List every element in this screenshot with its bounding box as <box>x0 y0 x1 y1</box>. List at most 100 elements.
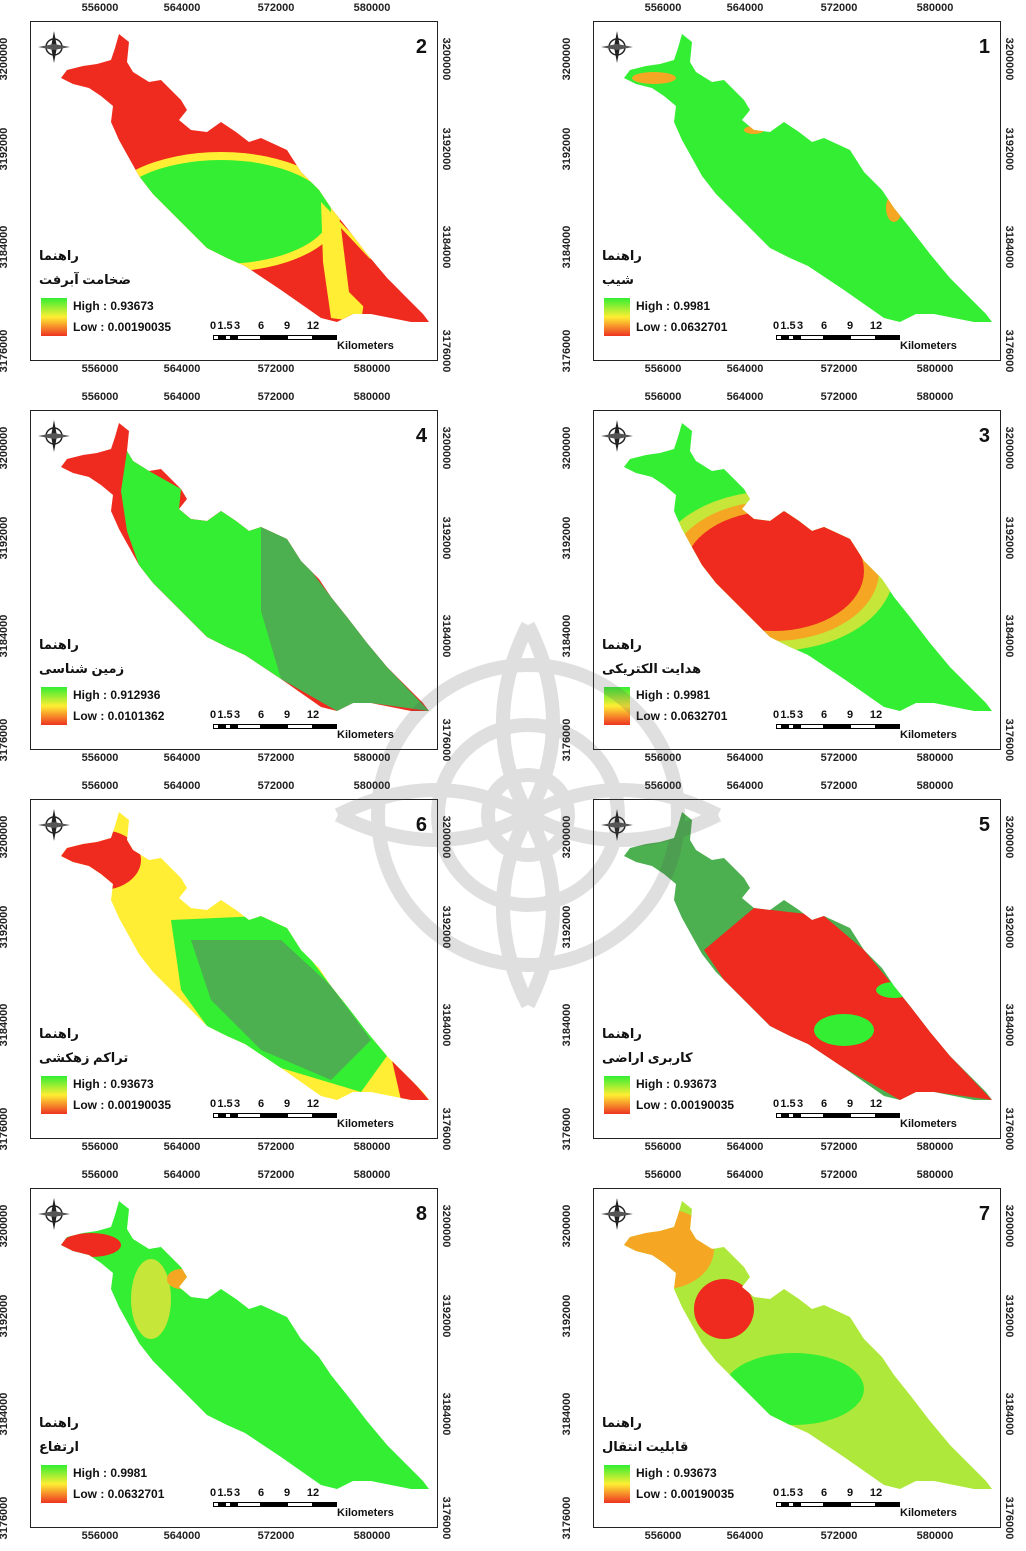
y-tick-label: 3176000 <box>0 1107 10 1151</box>
basin-map <box>624 34 992 322</box>
scale-tick-label: 12 <box>306 709 320 721</box>
scale-tick-label: 6 <box>257 320 265 332</box>
x-tick-label: 564000 <box>163 363 201 375</box>
north-arrow-icon <box>38 1198 70 1230</box>
scale-segment <box>800 1113 824 1118</box>
scale-units: Kilometers <box>337 1118 394 1130</box>
scale-segment <box>800 724 824 729</box>
y-tick-label: 3200000 <box>0 815 10 859</box>
scale-segment <box>782 335 788 340</box>
map-legend: راهنما شیب High : 0.9981 Low : 0.0632701 <box>602 248 782 336</box>
scale-segment <box>287 335 313 340</box>
scale-tick-label: 6 <box>257 1487 265 1499</box>
scale-units: Kilometers <box>900 340 957 352</box>
x-tick-label: 580000 <box>353 1169 391 1181</box>
x-tick-label: 556000 <box>81 363 119 375</box>
scale-bar: 0 1.5 3 6 9 12 Kilometers <box>209 709 437 745</box>
y-tick-label: 3200000 <box>561 426 573 470</box>
scale-units: Kilometers <box>337 1507 394 1519</box>
scale-tick-label: 12 <box>869 320 883 332</box>
y-tick-label: 3184000 <box>561 225 573 269</box>
scale-tick-label: 0 <box>209 1098 217 1110</box>
suitability-zone <box>694 1279 754 1339</box>
legend-low-value: Low : 0.00190035 <box>73 1098 172 1112</box>
scale-segment <box>225 1113 231 1118</box>
y-tick-label: 3192000 <box>561 905 573 949</box>
scale-segment <box>219 1502 225 1507</box>
map-frame: 8 راهنما ارتفاع High : 0.9981 Low : 0.063270… <box>30 1188 438 1528</box>
y-tick-label: 3184000 <box>0 225 10 269</box>
basin-map <box>61 423 429 711</box>
y-tick-label: 3200000 <box>0 426 10 470</box>
scale-segment <box>794 1113 800 1118</box>
y-tick-label: 3176000 <box>440 329 452 373</box>
scale-bar: 0 1.5 3 6 9 12 Kilometers <box>209 1098 437 1134</box>
color-ramp-row: High : 0.912936 Low : 0.0101362 <box>39 687 219 725</box>
scale-segment <box>776 1113 782 1118</box>
scale-segment <box>219 1113 225 1118</box>
basin-map <box>61 34 429 322</box>
basin-map <box>61 812 429 1100</box>
y-tick-label: 3176000 <box>1003 1496 1015 1540</box>
y-tick-label: 3192000 <box>1003 1294 1015 1338</box>
map-panel-2: 556000 556000 564000 564000 572000 572000 5800… <box>0 0 463 379</box>
scale-tick-label: 0 <box>209 320 217 332</box>
scale-bar: 0 1.5 3 6 9 12 Kilometers <box>772 1098 1000 1134</box>
north-arrow-icon <box>601 31 633 63</box>
y-tick-label: 3176000 <box>561 1107 573 1151</box>
scale-segment <box>225 335 231 340</box>
color-ramp-row: High : 0.9981 Low : 0.0632701 <box>39 1465 219 1503</box>
scale-units: Kilometers <box>337 729 394 741</box>
x-tick-label: 564000 <box>163 780 201 792</box>
scale-tick-label: 9 <box>846 709 854 721</box>
y-tick-label: 3176000 <box>440 718 452 762</box>
map-panel-6: 556000 556000 564000 564000 572000 572000 5800… <box>0 778 463 1157</box>
scale-tick-label: 1.5 <box>780 1098 796 1110</box>
y-tick-label: 3200000 <box>561 1204 573 1248</box>
panel-number: 3 <box>978 425 990 447</box>
color-ramp <box>604 1076 630 1114</box>
x-tick-label: 564000 <box>726 363 764 375</box>
legend-layer-name: ضخامت آبرفت <box>39 272 131 287</box>
legend-low-value: Low : 0.0632701 <box>73 1487 165 1501</box>
scale-tick-label: 9 <box>283 709 291 721</box>
scale-segment <box>788 1113 794 1118</box>
x-tick-label: 564000 <box>163 1169 201 1181</box>
panel-number: 2 <box>415 36 427 58</box>
scale-bar: 0 1.5 3 6 9 12 Kilometers <box>772 320 1000 356</box>
legend-layer-name: ارتفاع <box>39 1439 79 1454</box>
y-tick-label: 3200000 <box>1003 815 1015 859</box>
scale-segment <box>225 1502 231 1507</box>
suitability-zone <box>131 1259 171 1339</box>
scale-tick-label: 3 <box>233 320 241 332</box>
y-tick-label: 3176000 <box>440 1107 452 1151</box>
y-tick-label: 3176000 <box>1003 1107 1015 1151</box>
suitability-zone <box>121 451 287 679</box>
x-tick-label: 556000 <box>81 780 119 792</box>
y-tick-label: 3176000 <box>561 329 573 373</box>
suitability-zone <box>814 1014 874 1046</box>
color-ramp <box>41 298 67 336</box>
north-arrow-icon <box>601 420 633 452</box>
color-ramp <box>604 298 630 336</box>
scale-tick-label: 3 <box>796 1098 804 1110</box>
map-frame: 7 راهنما قابلیت انتقال High : 0.93673 Low : … <box>593 1188 1001 1528</box>
y-tick-label: 3192000 <box>561 1294 573 1338</box>
x-tick-label: 580000 <box>916 780 954 792</box>
scale-segment <box>213 1502 219 1507</box>
scale-segment <box>824 1113 850 1118</box>
scale-units: Kilometers <box>337 340 394 352</box>
x-tick-label: 572000 <box>820 391 858 403</box>
scale-segment <box>876 1502 900 1507</box>
map-legend: راهنما ارتفاع High : 0.9981 Low : 0.0632701 <box>39 1415 219 1503</box>
scale-segment <box>876 724 900 729</box>
scale-segment <box>231 335 237 340</box>
legend-title: راهنما <box>602 248 642 263</box>
y-tick-label: 3200000 <box>440 37 452 81</box>
legend-layer-name: تراکم زهکشی <box>39 1050 129 1065</box>
map-frame: 3 راهنما هدایت الکتریکی High : 0.9981 Low : … <box>593 410 1001 750</box>
scale-tick-label: 6 <box>257 1098 265 1110</box>
x-tick-label: 572000 <box>257 780 295 792</box>
scale-segment <box>824 335 850 340</box>
x-tick-label: 580000 <box>353 363 391 375</box>
